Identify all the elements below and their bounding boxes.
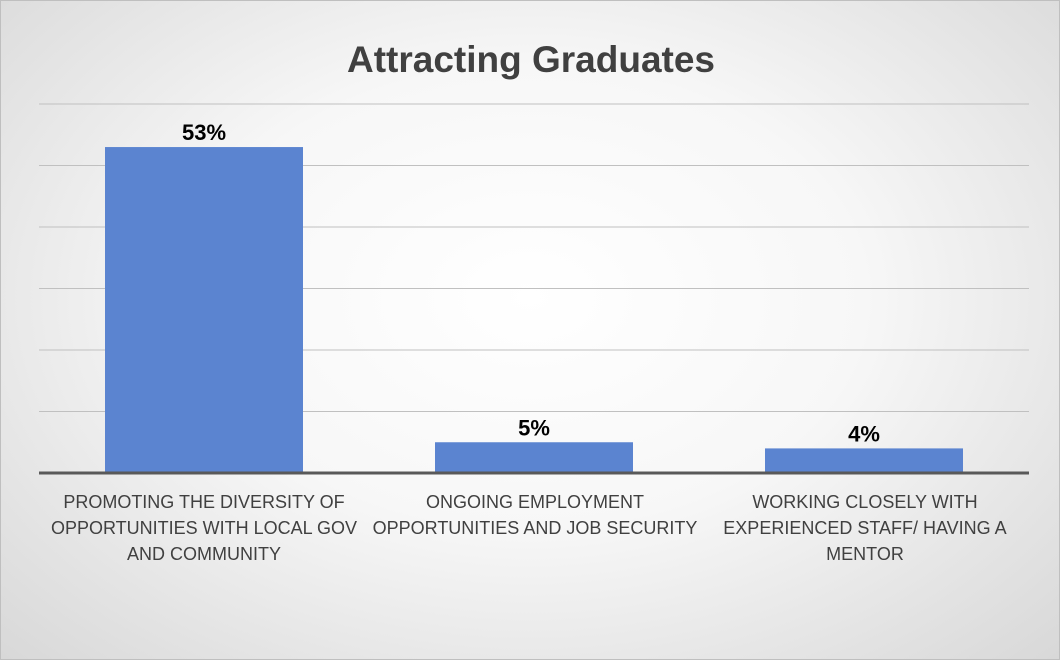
chart-title: Attracting Graduates [346,39,715,80]
category-label-3: WORKING CLOSELY WITH EXPERIENCED STAFF/ … [723,492,1007,564]
bar-3 [765,448,963,473]
bar-2 [435,442,633,473]
category-label-2: ONGOING EMPLOYMENT OPPORTUNITIES AND JOB… [372,492,698,538]
category-label-1: PROMOTING THE DIVERSITY OF OPPORTUNITIES… [50,492,358,564]
bar-1 [105,147,303,474]
data-label-1: 53% [182,120,226,145]
data-label-2: 5% [518,415,550,440]
data-label-3: 4% [848,421,880,446]
